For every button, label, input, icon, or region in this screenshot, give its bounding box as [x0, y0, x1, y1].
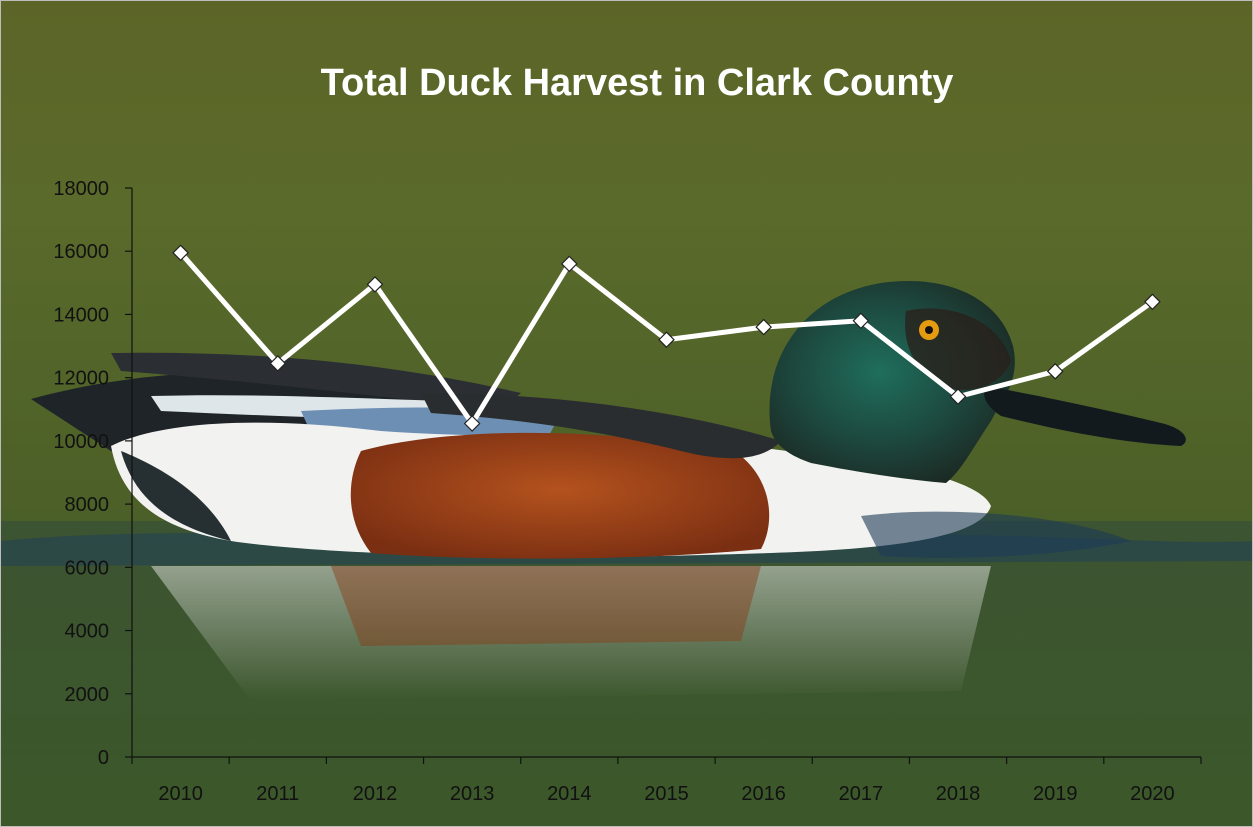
data-point-marker [1144, 293, 1161, 311]
y-tick-label: 18000 [53, 178, 109, 200]
data-point-marker [463, 415, 481, 432]
y-tick-label: 0 [98, 747, 109, 769]
chart-title: Total Duck Harvest in Clark County [321, 62, 954, 104]
data-point-marker [658, 331, 675, 349]
x-axis: 2010 2011 2012 2013 2014 2015 2016 2017 2018 2019… [131, 757, 1202, 805]
data-point-marker [269, 355, 287, 372]
data-point-marker [560, 255, 578, 273]
x-tick-label: 2015 [644, 783, 689, 805]
y-tick-label: 10000 [53, 431, 109, 453]
x-tick-label: 2016 [741, 783, 786, 805]
y-tick-label: 6000 [65, 557, 110, 579]
y-tick-label: 14000 [53, 304, 109, 326]
data-point-marker [1046, 362, 1064, 380]
x-tick-label: 2010 [158, 783, 203, 805]
y-tick-label: 16000 [53, 241, 109, 263]
y-tick-label: 12000 [53, 368, 109, 390]
y-tick-label: 8000 [65, 494, 110, 516]
series-layer [172, 244, 1161, 432]
y-axis: 0 2000 4000 6000 8000 10000 12000 14000 16000 180… [53, 178, 132, 769]
x-tick-label: 2011 [256, 783, 299, 805]
x-tick-label: 2017 [839, 783, 884, 805]
data-point-marker [755, 318, 773, 336]
x-tick-label: 2020 [1130, 783, 1175, 805]
x-tick-label: 2018 [936, 783, 981, 805]
data-point-marker [852, 312, 870, 330]
x-tick-label: 2019 [1033, 783, 1078, 805]
y-tick-label: 4000 [65, 621, 110, 643]
x-tick-label: 2012 [353, 783, 398, 805]
x-tick-label: 2013 [450, 783, 495, 805]
data-point-marker [366, 276, 384, 293]
x-tick-label: 2014 [547, 783, 592, 805]
data-point-marker [172, 244, 189, 262]
data-point-marker [949, 388, 967, 405]
y-tick-label: 2000 [65, 684, 110, 706]
